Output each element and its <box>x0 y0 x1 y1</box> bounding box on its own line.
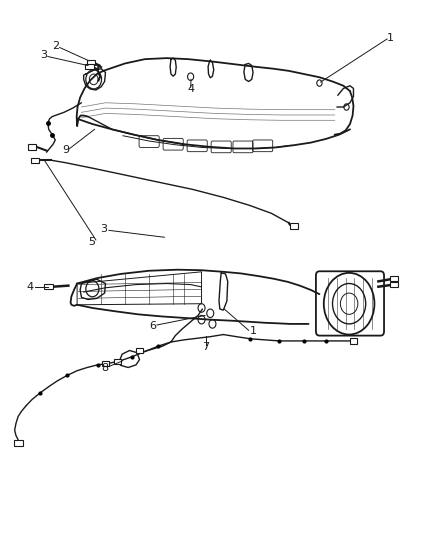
Bar <box>290 223 298 229</box>
Bar <box>390 276 398 281</box>
Bar <box>14 440 22 446</box>
Text: 5: 5 <box>88 237 95 247</box>
Bar <box>28 144 36 150</box>
Bar <box>87 60 95 65</box>
Bar <box>350 338 357 344</box>
Bar <box>44 284 53 289</box>
Text: 7: 7 <box>202 342 209 352</box>
Text: 4: 4 <box>27 282 34 292</box>
Bar <box>136 348 143 353</box>
Text: 1: 1 <box>250 326 257 336</box>
Text: 8: 8 <box>101 362 108 373</box>
Text: 2: 2 <box>52 42 59 51</box>
Text: 4: 4 <box>187 84 194 94</box>
Text: 3: 3 <box>40 51 47 60</box>
Text: 6: 6 <box>149 321 156 331</box>
Bar <box>85 64 94 69</box>
Bar <box>31 158 39 163</box>
Bar <box>390 282 398 287</box>
Text: 3: 3 <box>100 224 107 235</box>
Text: 1: 1 <box>387 33 394 43</box>
Bar <box>102 361 109 366</box>
Bar <box>114 359 121 364</box>
Text: 9: 9 <box>62 144 69 155</box>
